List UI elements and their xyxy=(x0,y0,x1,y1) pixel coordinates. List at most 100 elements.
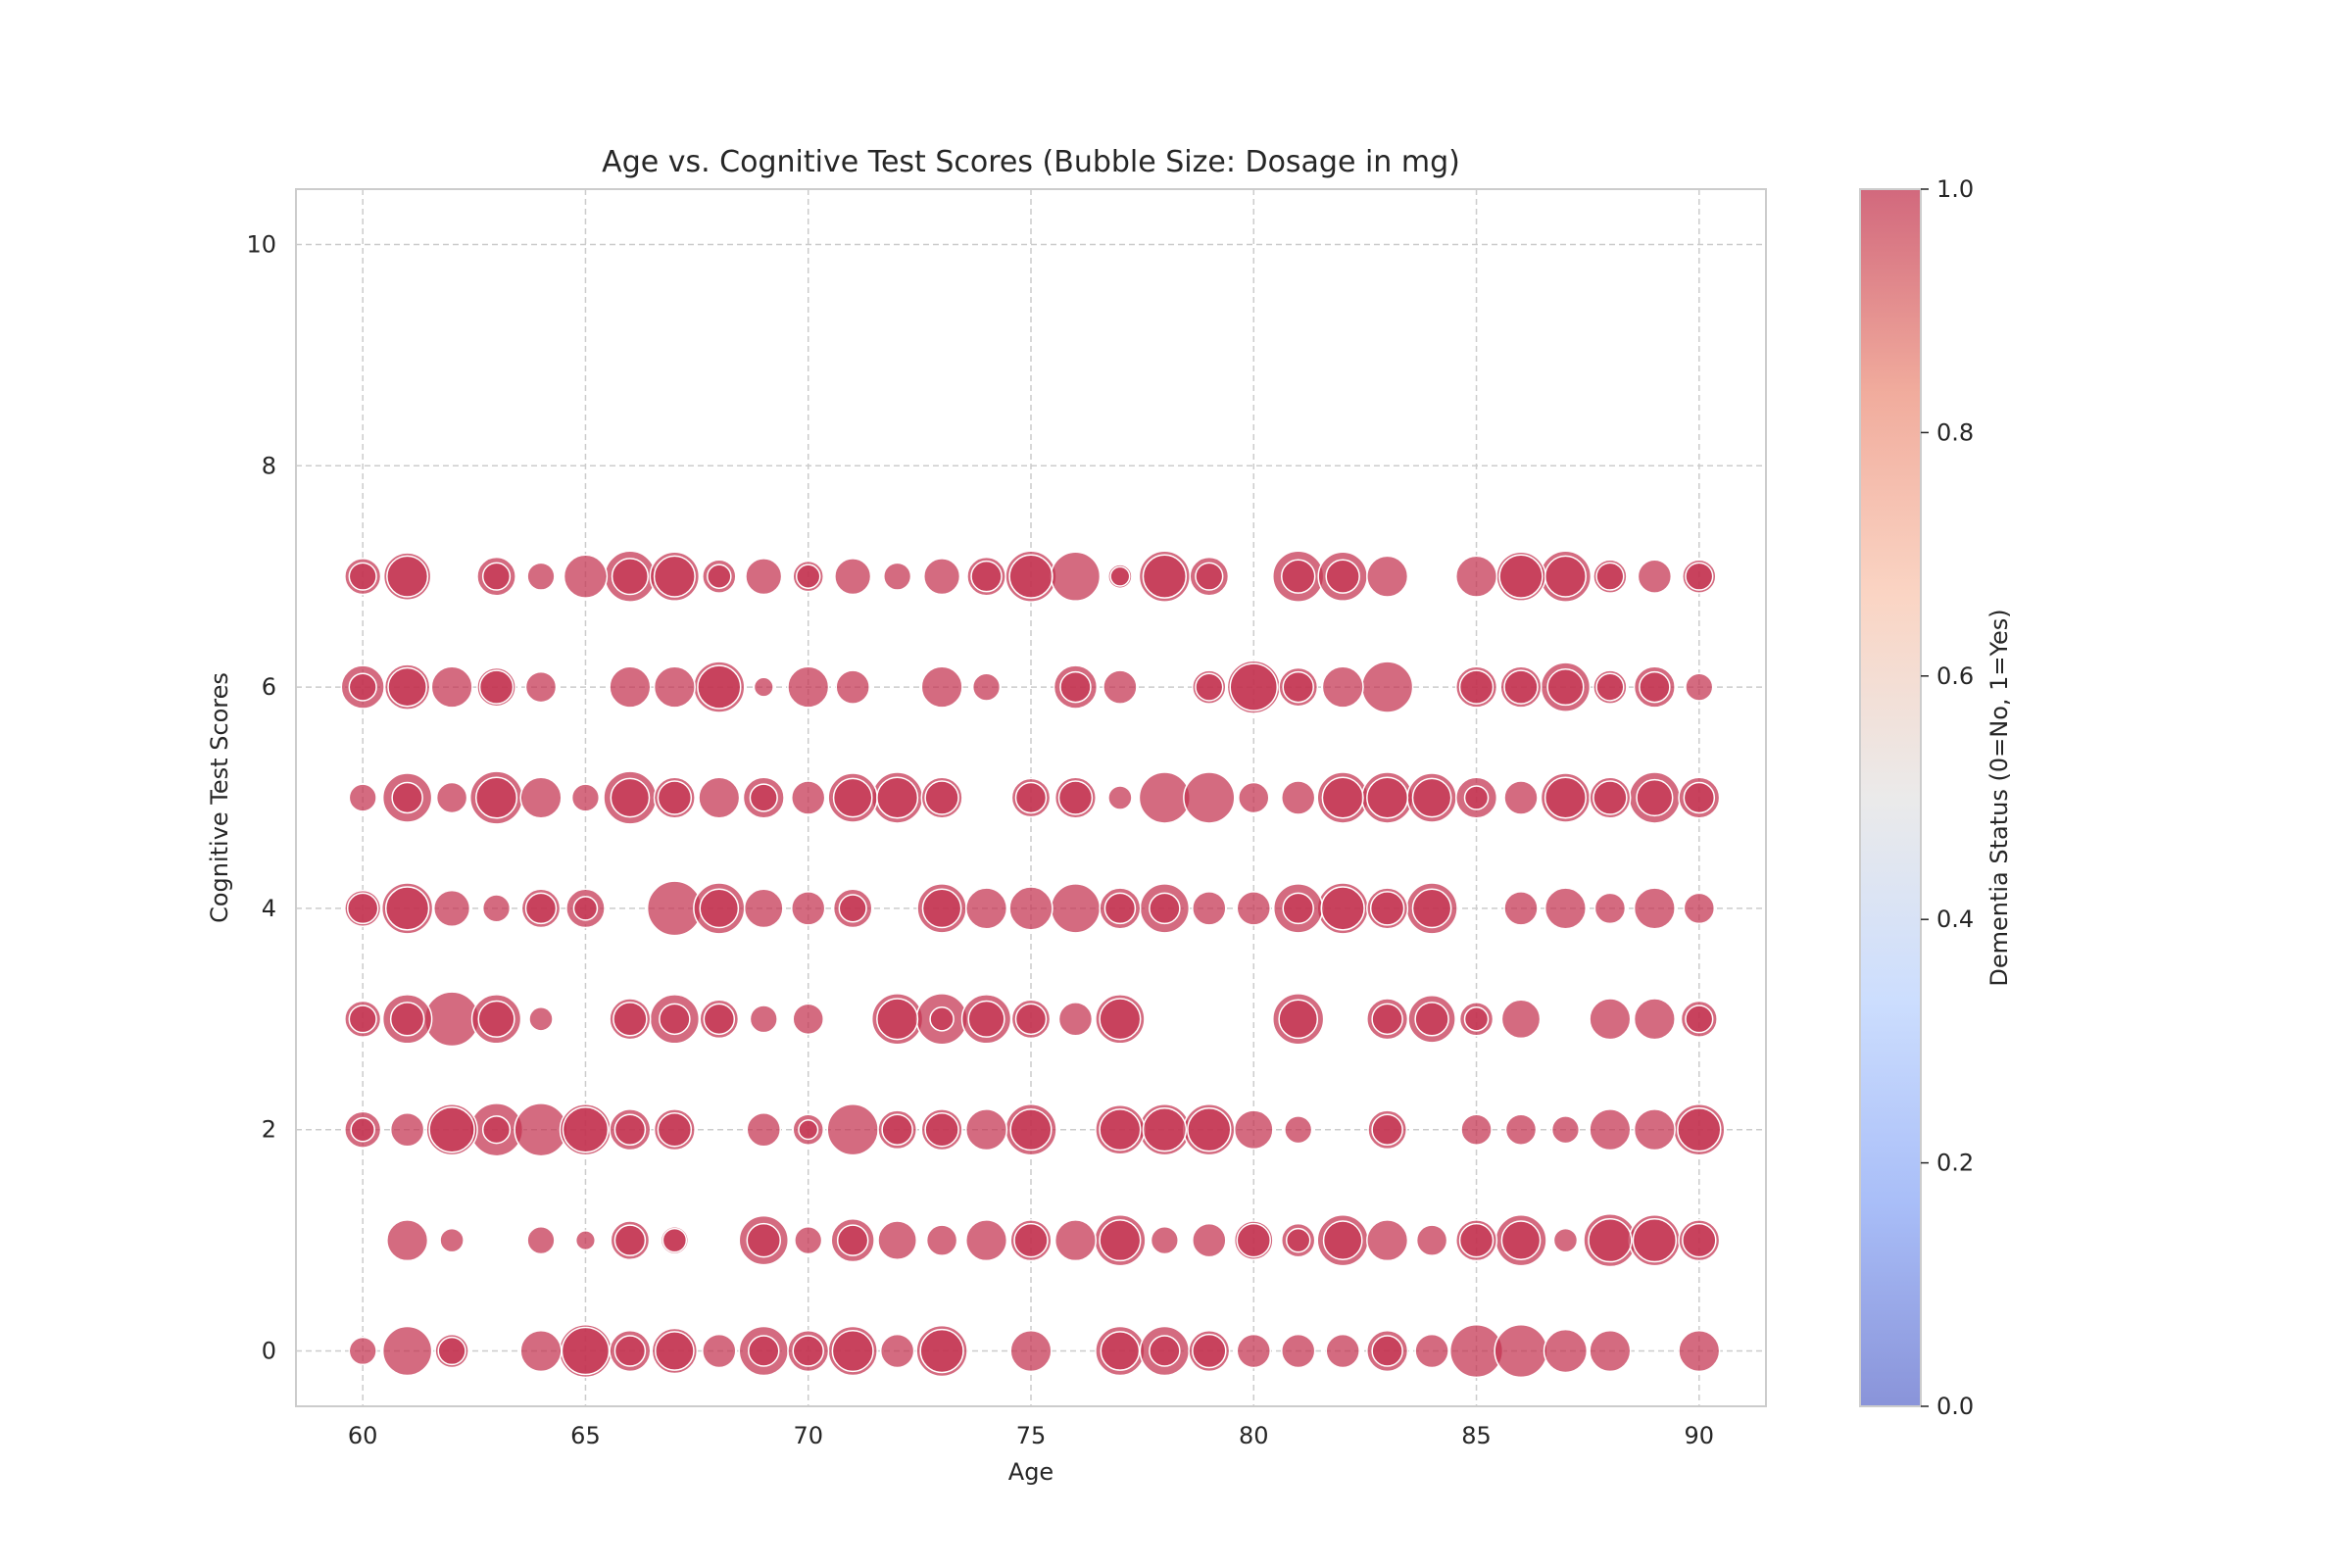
bubble-point xyxy=(384,886,430,931)
bubble-point xyxy=(1366,776,1409,819)
bubble-point xyxy=(1458,669,1494,705)
bubble-point xyxy=(1498,554,1544,599)
bubble-point xyxy=(923,558,961,596)
bubble-point xyxy=(524,892,558,925)
x-tick-label: 60 xyxy=(348,1422,378,1449)
bubble-point xyxy=(1100,1331,1141,1371)
bubble-point xyxy=(611,558,649,596)
bubble-point xyxy=(1683,781,1716,814)
x-tick-label: 75 xyxy=(1016,1422,1047,1449)
bubble-point xyxy=(1454,555,1498,598)
bubble-point xyxy=(877,1220,917,1260)
bubble-point xyxy=(964,1108,1008,1152)
bubble-point xyxy=(971,672,1002,702)
bubble-point xyxy=(657,1111,693,1148)
bubble-point xyxy=(1142,1107,1188,1152)
bubble-point xyxy=(1014,1003,1048,1036)
bubble-point xyxy=(437,1336,466,1366)
bubble-point xyxy=(346,892,379,925)
x-tick-label: 65 xyxy=(570,1422,601,1449)
bubble-point xyxy=(1544,776,1588,819)
bubble-point xyxy=(439,1227,465,1253)
bubble-point xyxy=(1008,886,1054,931)
bubble-point xyxy=(876,998,919,1041)
bubble-point xyxy=(883,562,912,591)
bubble-point xyxy=(1109,565,1131,587)
bubble-point xyxy=(1589,1108,1632,1152)
bubble-point xyxy=(1236,891,1272,926)
bubble-point xyxy=(834,558,872,596)
bubble-point xyxy=(1321,665,1364,709)
bubble-point xyxy=(1192,1333,1227,1369)
bubble-point xyxy=(1150,1226,1179,1255)
x-tick-labels: 60 65 70 75 80 85 90 xyxy=(348,1422,1714,1449)
bubble-point xyxy=(1592,780,1628,815)
bubble-point xyxy=(1463,1006,1490,1032)
bubble-point xyxy=(528,1006,554,1032)
bubble-point xyxy=(391,781,423,814)
bubble-point xyxy=(798,1119,819,1141)
bubble-point xyxy=(964,1219,1008,1262)
bubble-point xyxy=(1149,892,1181,925)
bubble-point xyxy=(1494,1323,1548,1379)
colorbar-tick-label: 0.0 xyxy=(1936,1393,1974,1420)
bubble-point xyxy=(389,1002,425,1037)
bubble-point xyxy=(1284,1115,1313,1145)
bubble-point xyxy=(1233,1109,1274,1151)
bubble-point xyxy=(787,665,830,709)
bubble-point xyxy=(699,888,740,929)
bubble-point xyxy=(1059,670,1092,704)
bubble-point xyxy=(435,781,468,814)
bubble-point xyxy=(348,783,377,812)
bubble-point xyxy=(1460,1113,1493,1146)
bubble-point xyxy=(389,1111,425,1148)
bubble-point xyxy=(1589,1329,1632,1373)
bubble-point xyxy=(749,783,778,812)
bubble-point xyxy=(1285,1227,1311,1253)
colorbar-tick-label: 0.2 xyxy=(1936,1150,1974,1177)
x-axis-title: Age xyxy=(1008,1458,1054,1486)
bubble-point xyxy=(1103,892,1137,925)
bubble-point xyxy=(386,1219,429,1262)
bubble-point xyxy=(749,1004,778,1034)
bubble-point xyxy=(1458,1222,1494,1258)
bubble-point xyxy=(838,894,867,923)
bubble-point xyxy=(876,776,919,819)
colorbar-label: Dementia Status (0=No, 1=Yes) xyxy=(1985,609,2013,986)
bubble-point xyxy=(474,776,518,819)
bubble-point xyxy=(1411,888,1452,929)
bubble-point xyxy=(1371,1003,1403,1036)
bubble-point xyxy=(612,1002,648,1037)
x-tick-label: 90 xyxy=(1685,1422,1715,1449)
bubble-point xyxy=(1050,883,1102,934)
bubble-point xyxy=(1320,886,1365,931)
bubble-point xyxy=(524,670,558,704)
bubble-point xyxy=(1325,559,1360,594)
bubble-point xyxy=(920,665,963,709)
bubble-point xyxy=(1685,672,1714,702)
bubble-point xyxy=(1588,1217,1633,1263)
bubble-layer xyxy=(340,550,1726,1379)
bubble-point xyxy=(428,1105,475,1153)
bubble-point xyxy=(1678,1329,1721,1373)
bubble-point xyxy=(1503,891,1539,926)
bubble-point xyxy=(1321,776,1364,819)
bubble-point xyxy=(1595,672,1625,702)
colorbar-frame xyxy=(1859,188,1922,1407)
plot-frame xyxy=(295,188,1767,1407)
bubble-point xyxy=(698,776,741,819)
bubble-point xyxy=(831,1329,874,1373)
bubble-point xyxy=(430,665,473,709)
bubble-point xyxy=(481,1115,512,1145)
bubble-point xyxy=(423,991,480,1048)
bubble-point xyxy=(1183,771,1236,824)
bubble-point xyxy=(1632,1217,1678,1263)
bubble-point xyxy=(1050,551,1102,602)
bubble-point xyxy=(1371,1113,1403,1146)
bubble-point xyxy=(1637,559,1673,594)
bubble-point xyxy=(1013,1222,1049,1258)
bubble-point xyxy=(964,887,1008,930)
bubble-point xyxy=(745,558,783,596)
bubble-point xyxy=(350,1116,375,1143)
